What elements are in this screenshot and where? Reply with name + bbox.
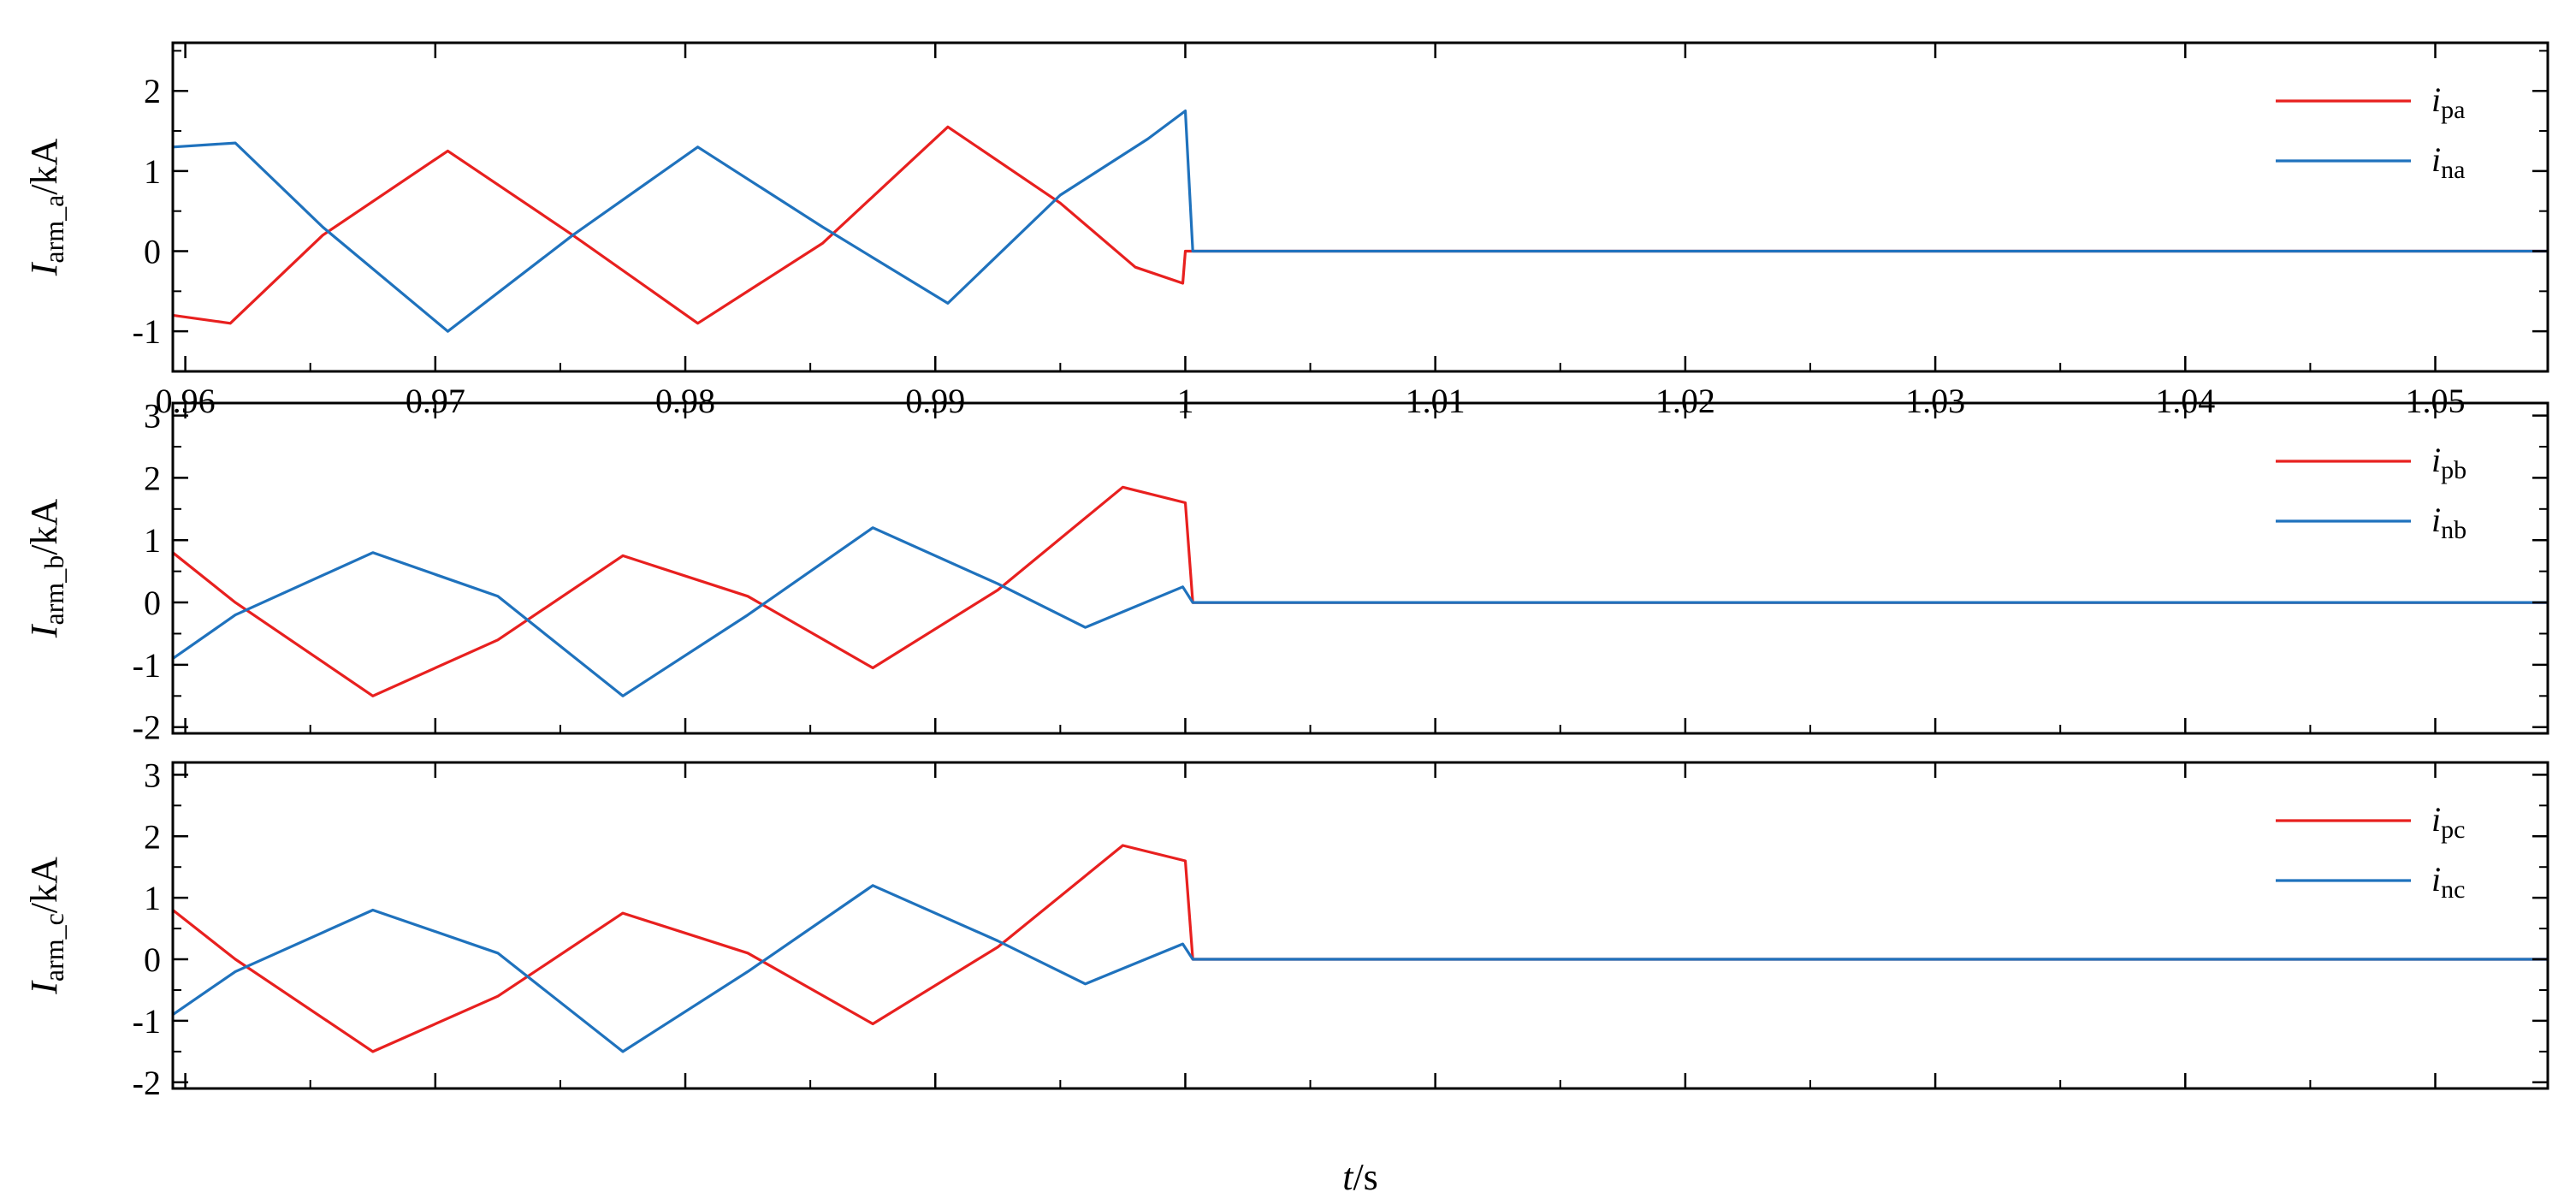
series-line-pa — [173, 125, 2548, 325]
series-line-nb — [173, 526, 2548, 697]
legend-label-pb: ipb — [2431, 441, 2466, 484]
y-axis-label-unit: /kA — [23, 499, 65, 555]
legend-label-subscript: nc — [2441, 875, 2465, 904]
y-axis-label-subscript: arm_b — [38, 555, 69, 626]
legend-label-main: i — [2431, 800, 2441, 839]
y-tick-label: -1 — [133, 312, 161, 351]
y-axis-label-main: I — [23, 261, 65, 276]
y-tick-label: -2 — [133, 1064, 161, 1102]
legend-label-subscript: na — [2441, 156, 2465, 184]
y-axis-label-subscript: arm_a — [38, 195, 69, 264]
legend-label-subscript: pa — [2441, 96, 2465, 124]
legend-label-nb: inb — [2431, 501, 2466, 544]
y-tick-label: 0 — [144, 233, 161, 271]
y-tick-label: 1 — [144, 879, 161, 917]
legend-label-pc: ipc — [2431, 800, 2465, 844]
y-axis-label-main: I — [23, 623, 65, 638]
y-axis-label: Iarm_b/kA — [23, 499, 69, 639]
y-tick-label: 1 — [144, 152, 161, 191]
y-tick-label: 0 — [144, 940, 161, 979]
x-axis-label-main: t — [1342, 1156, 1354, 1198]
legend-label-na: ina — [2431, 140, 2465, 184]
x-axis-label: t/s — [1342, 1156, 1378, 1198]
legend-label-main: i — [2431, 80, 2441, 119]
y-axis-label-unit: /kA — [23, 857, 65, 913]
legend-label-main: i — [2431, 140, 2441, 179]
y-tick-label: 2 — [144, 817, 161, 856]
legend-label-nc: inc — [2431, 860, 2465, 904]
y-axis-label: Iarm_c/kA — [23, 857, 69, 995]
y-axis-label-main: I — [23, 980, 65, 995]
legend-label-subscript: pc — [2441, 816, 2465, 844]
y-tick-label: -1 — [133, 1002, 161, 1041]
legend-label-subscript: nb — [2441, 516, 2466, 544]
series-line-nc — [173, 884, 2548, 1053]
y-axis-label: Iarm_a/kA — [23, 138, 69, 276]
y-tick-label: 2 — [144, 72, 161, 110]
series-line-pb — [173, 485, 2548, 697]
panel-1: 0.96 0.97 0.98 0.99 1 1.01 1.02 1.03 1.04 1.05-10… — [23, 41, 2549, 420]
y-tick-label: 1 — [144, 521, 161, 560]
plot-frame — [171, 41, 2549, 373]
plot-frame — [171, 401, 2549, 735]
x-tick-label: 1 — [1176, 382, 1193, 420]
series-line-pc — [173, 844, 2548, 1053]
y-tick-label: -1 — [133, 646, 161, 685]
legend-label-main: i — [2431, 441, 2441, 479]
plot-frame — [171, 761, 2549, 1090]
x-axis-label-unit: /s — [1353, 1156, 1377, 1198]
legend-label-main: i — [2431, 501, 2441, 539]
series-line-na — [173, 110, 2548, 333]
legend-label-subscript: pb — [2441, 456, 2466, 484]
y-tick-label: 2 — [144, 459, 161, 497]
y-axis-label-unit: /kA — [23, 138, 65, 194]
y-tick-label: -2 — [133, 709, 161, 747]
legend-label-pa: ipa — [2431, 80, 2465, 124]
y-tick-label: 3 — [144, 756, 161, 794]
y-tick-label: 0 — [144, 584, 161, 622]
legend-label-main: i — [2431, 860, 2441, 899]
y-axis-label-subscript: arm_c — [38, 913, 69, 982]
y-tick-label: 3 — [144, 397, 161, 436]
